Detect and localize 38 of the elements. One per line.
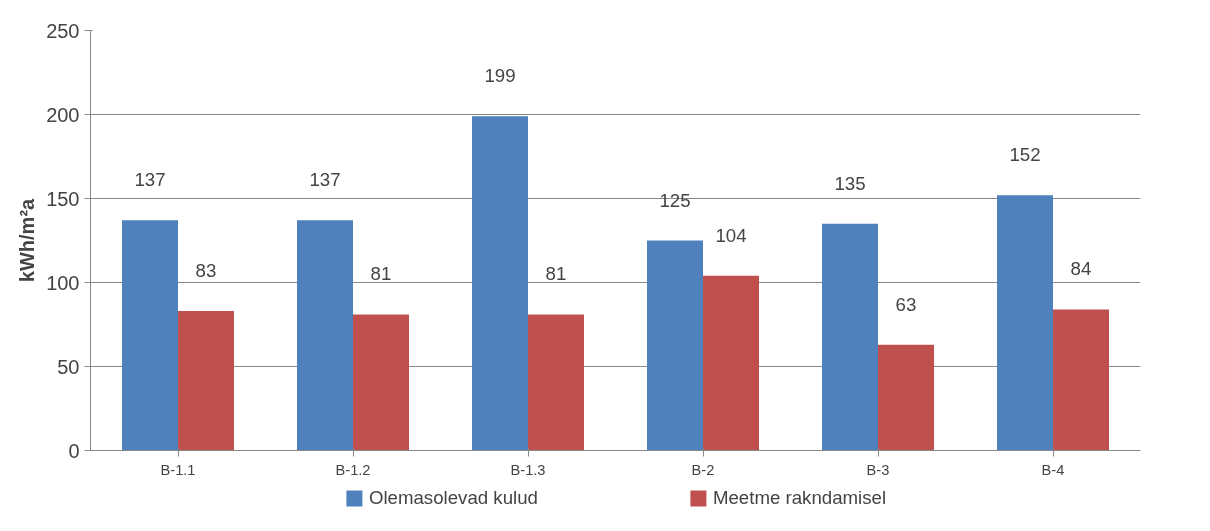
- x-tick-label: B-4: [1041, 461, 1065, 478]
- data-label: 137: [134, 169, 166, 191]
- x-tick-label: B-1.2: [335, 461, 371, 478]
- bar: [997, 195, 1053, 451]
- y-tick-label: 250: [46, 19, 80, 42]
- data-label: 63: [895, 293, 917, 315]
- data-label: 84: [1070, 258, 1092, 280]
- bar: [472, 116, 528, 451]
- y-tick-label: 0: [68, 439, 80, 462]
- x-tick-label: B-1.1: [160, 461, 196, 478]
- bar: [178, 311, 234, 451]
- data-label: 137: [309, 169, 341, 191]
- bar: [297, 220, 353, 451]
- bar: [353, 314, 409, 451]
- y-tick-label: 150: [46, 187, 80, 210]
- y-axis-title: kWh/m²a: [16, 197, 39, 283]
- data-label: 104: [715, 224, 747, 246]
- x-tick-label: B-2: [691, 461, 715, 478]
- data-label: 81: [370, 263, 392, 285]
- bar: [1053, 309, 1109, 451]
- y-tick-label: 50: [57, 355, 80, 378]
- y-tick-label: 100: [46, 271, 80, 294]
- x-tick-label: B-3: [866, 461, 890, 478]
- bar: [647, 240, 703, 451]
- bar: [528, 314, 584, 451]
- legend-label: Olemasolevad kulud: [368, 487, 538, 509]
- bar: [703, 275, 759, 451]
- data-label: 135: [834, 172, 866, 194]
- data-label: 152: [1009, 144, 1041, 166]
- y-tick-label: 200: [46, 103, 80, 126]
- data-label: 199: [484, 65, 516, 87]
- bar: [122, 220, 178, 451]
- legend-label: Meetme rakndamisel: [712, 487, 887, 509]
- data-label: 83: [195, 260, 217, 282]
- data-label: 81: [545, 263, 567, 285]
- bar: [878, 344, 934, 451]
- x-tick-label: B-1.3: [510, 461, 546, 478]
- bar: [822, 223, 878, 451]
